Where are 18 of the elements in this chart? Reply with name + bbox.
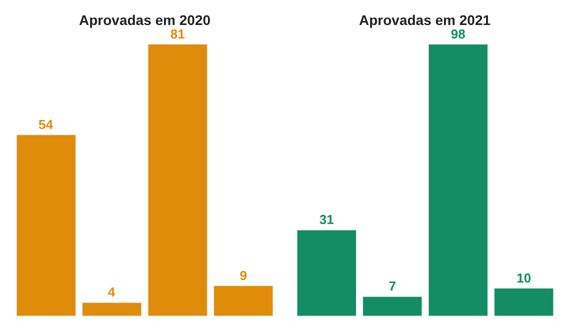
data-label: 9 <box>240 268 247 283</box>
bar <box>494 288 554 316</box>
bar <box>296 230 356 316</box>
chart-title: Aprovadas em 2020 <box>79 12 211 28</box>
bar <box>16 134 76 316</box>
data-label: 7 <box>388 278 396 294</box>
bar <box>148 44 208 316</box>
bar <box>82 302 142 316</box>
data-label: 4 <box>108 284 116 300</box>
data-label: 31 <box>319 212 334 228</box>
bar <box>214 286 274 316</box>
chart-title: Aprovadas em 2021 <box>359 12 491 28</box>
data-label: 81 <box>170 26 185 42</box>
bar <box>428 44 488 316</box>
data-label: 98 <box>450 26 466 42</box>
bar <box>362 296 422 316</box>
data-label: 54 <box>38 116 54 132</box>
data-label: 10 <box>516 270 532 286</box>
